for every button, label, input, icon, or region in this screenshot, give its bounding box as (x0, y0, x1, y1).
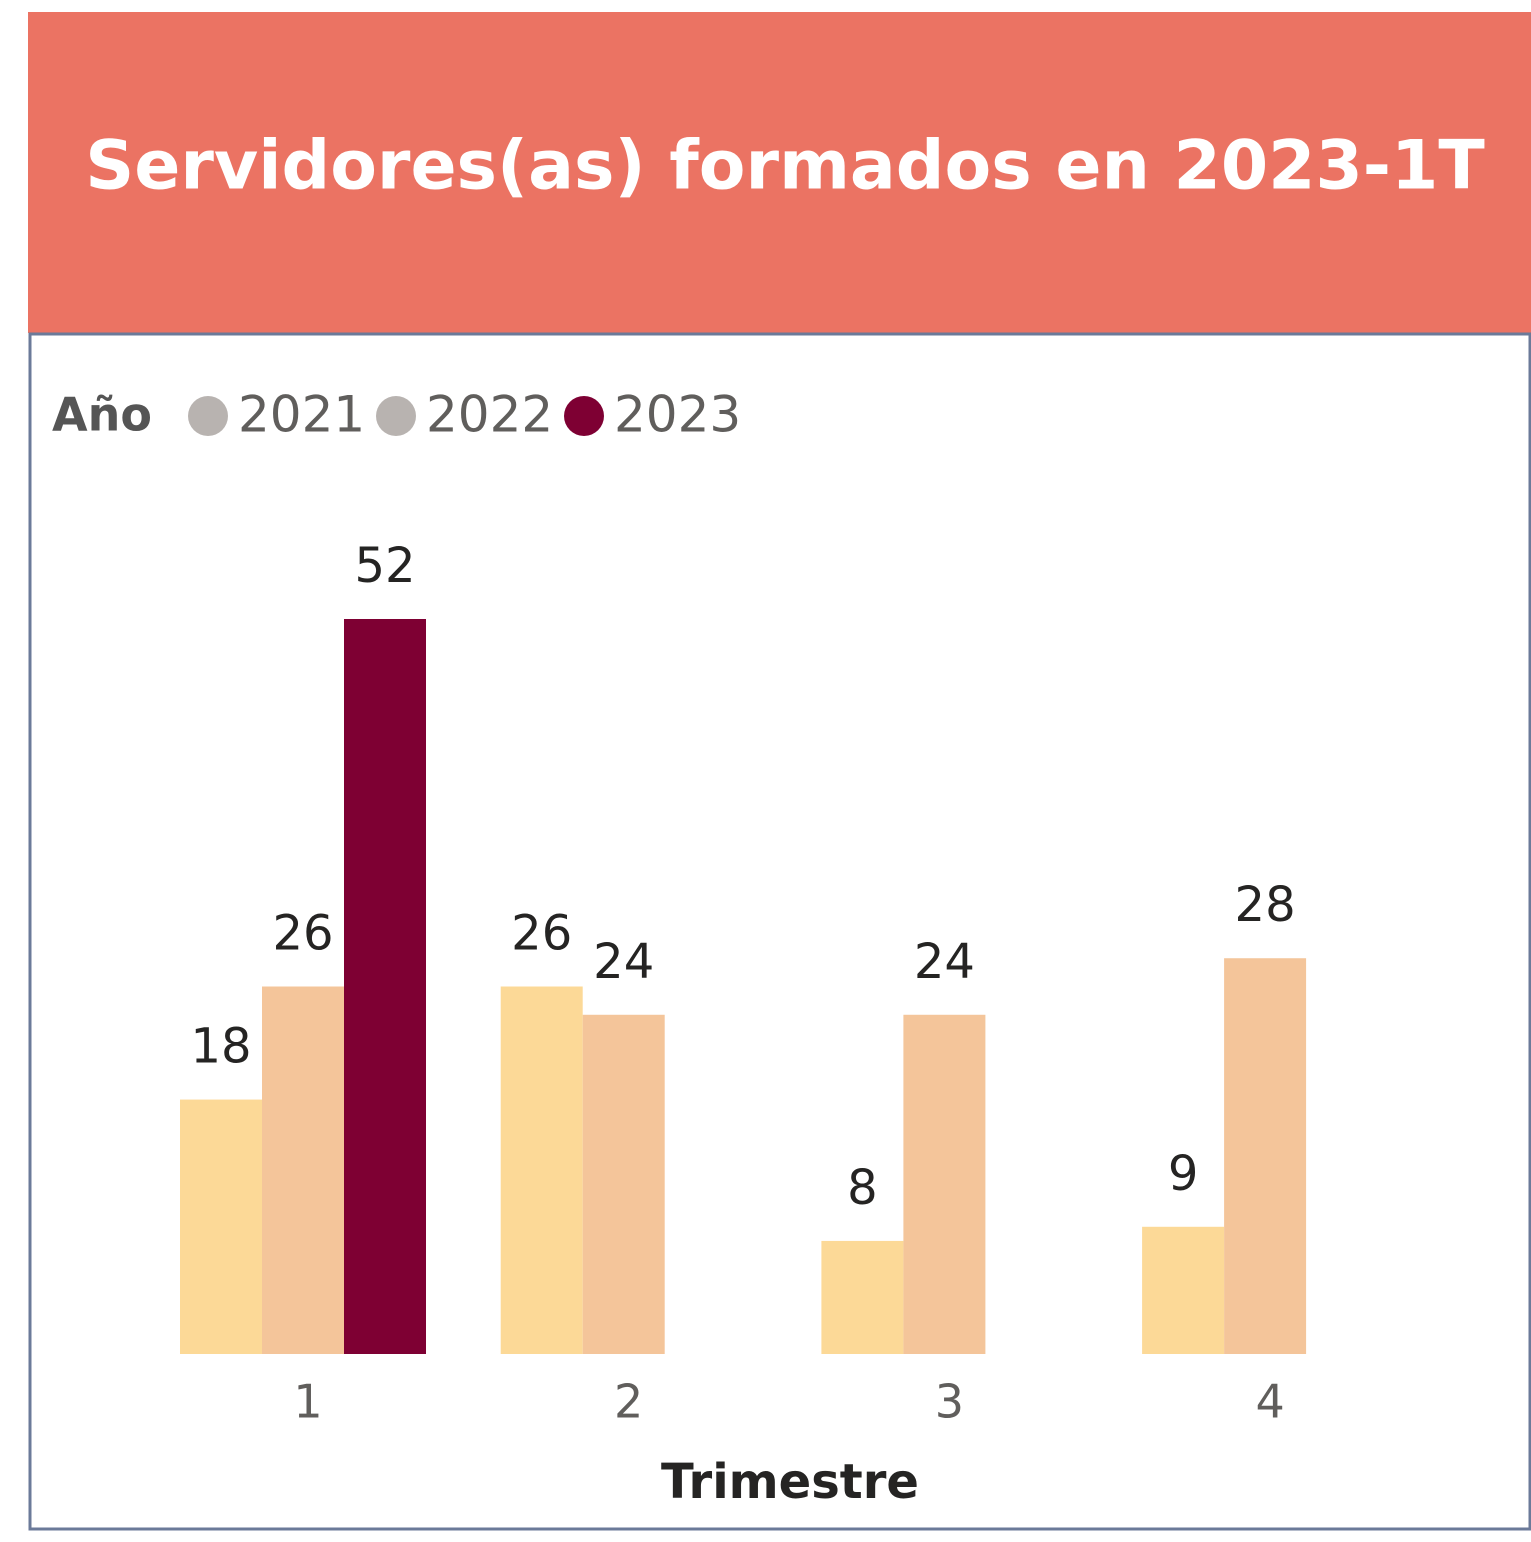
x-axis-title: Trimestre (661, 1454, 919, 1510)
header (28, 12, 1531, 333)
legend-title: Año (52, 388, 152, 442)
bar (821, 1240, 904, 1354)
data-label: 18 (190, 1019, 251, 1075)
data-label: 9 (1168, 1146, 1199, 1202)
x-tick-label: 2 (614, 1375, 643, 1429)
data-label: 24 (914, 934, 975, 990)
legend-label: 2023 (614, 386, 741, 444)
data-label: 28 (1235, 877, 1296, 933)
bar (500, 986, 583, 1354)
data-label: 52 (354, 538, 415, 594)
x-tick-label: 4 (1255, 1375, 1284, 1429)
data-label: 26 (511, 906, 572, 962)
chart-title: Servidores(as) formados en 2023-1T (85, 127, 1485, 206)
data-label: 24 (593, 934, 654, 990)
legend-marker (376, 396, 416, 436)
bar (903, 1014, 986, 1354)
data-label: 26 (272, 906, 333, 962)
legend-marker (188, 396, 228, 436)
legend-label: 2022 (426, 386, 553, 444)
legend-marker (564, 396, 604, 436)
bar (344, 619, 426, 1354)
bar (582, 1014, 665, 1354)
legend-label: 2021 (238, 386, 365, 444)
x-tick-label: 3 (935, 1375, 964, 1429)
x-tick-label: 1 (293, 1375, 322, 1429)
bar (1224, 958, 1307, 1354)
bar (262, 986, 344, 1354)
data-label: 8 (847, 1160, 878, 1216)
panel-border (28, 332, 1531, 1531)
bar (180, 1099, 262, 1354)
bar (1142, 1226, 1225, 1354)
